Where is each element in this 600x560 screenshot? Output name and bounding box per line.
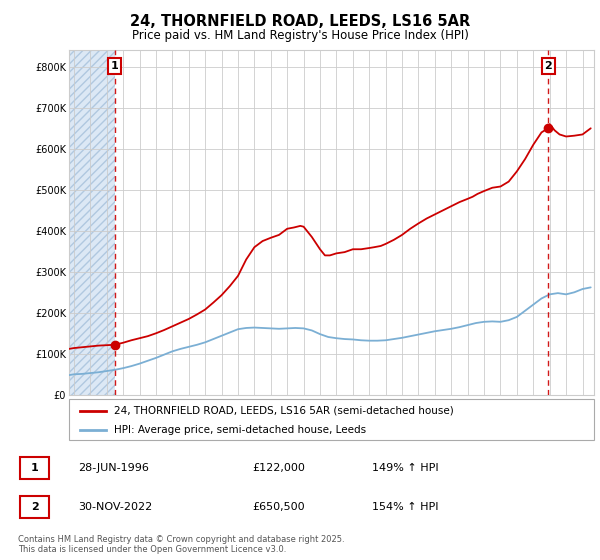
- Text: 2: 2: [31, 502, 38, 512]
- Text: 1: 1: [31, 463, 38, 473]
- Text: 2: 2: [545, 61, 552, 71]
- FancyBboxPatch shape: [20, 496, 49, 518]
- Text: 24, THORNFIELD ROAD, LEEDS, LS16 5AR (semi-detached house): 24, THORNFIELD ROAD, LEEDS, LS16 5AR (se…: [113, 405, 454, 416]
- Bar: [69, 50, 115, 395]
- Text: £122,000: £122,000: [252, 463, 305, 473]
- Text: Contains HM Land Registry data © Crown copyright and database right 2025.
This d: Contains HM Land Registry data © Crown c…: [18, 535, 344, 554]
- Text: 30-NOV-2022: 30-NOV-2022: [78, 502, 152, 512]
- Text: £650,500: £650,500: [252, 502, 305, 512]
- Text: HPI: Average price, semi-detached house, Leeds: HPI: Average price, semi-detached house,…: [113, 424, 366, 435]
- FancyBboxPatch shape: [20, 456, 49, 479]
- Text: 1: 1: [111, 61, 119, 71]
- FancyBboxPatch shape: [69, 399, 594, 440]
- Text: 154% ↑ HPI: 154% ↑ HPI: [372, 502, 439, 512]
- Text: 28-JUN-1996: 28-JUN-1996: [78, 463, 149, 473]
- Text: Price paid vs. HM Land Registry's House Price Index (HPI): Price paid vs. HM Land Registry's House …: [131, 29, 469, 42]
- Text: 149% ↑ HPI: 149% ↑ HPI: [372, 463, 439, 473]
- Text: 24, THORNFIELD ROAD, LEEDS, LS16 5AR: 24, THORNFIELD ROAD, LEEDS, LS16 5AR: [130, 14, 470, 29]
